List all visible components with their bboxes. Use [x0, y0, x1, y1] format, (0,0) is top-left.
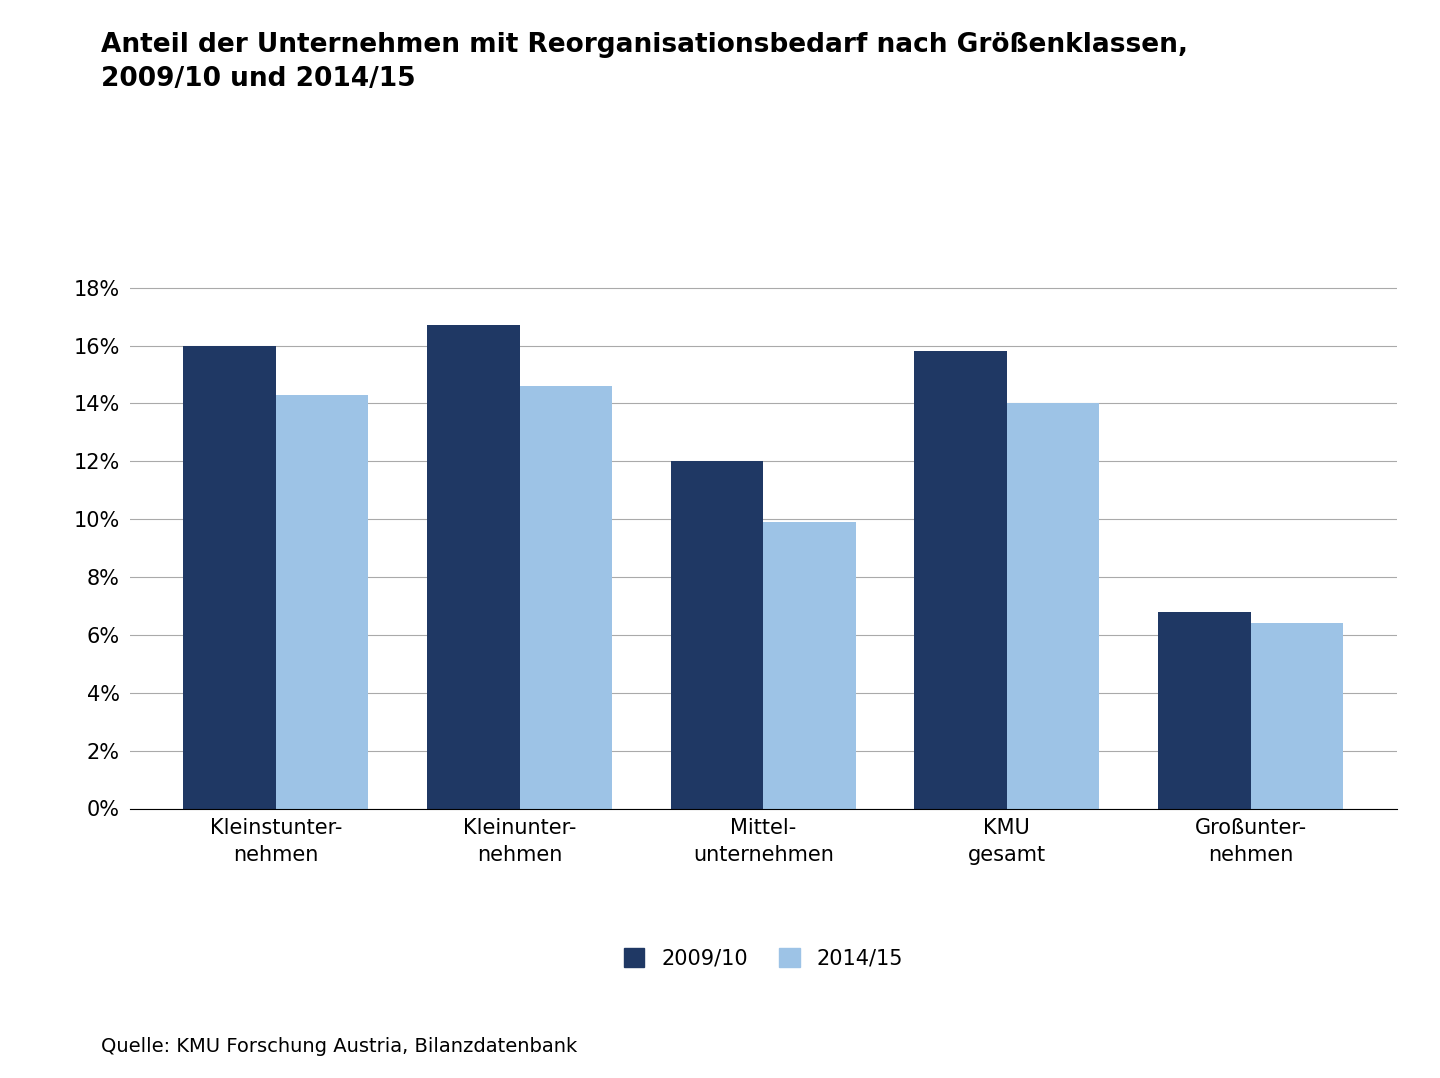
Bar	[426, 326, 520, 808]
Bar	[276, 395, 369, 808]
Bar	[520, 386, 612, 808]
Legend: 2009/10, 2014/15: 2009/10, 2014/15	[615, 940, 912, 977]
Text: Anteil der Unternehmen mit Reorganisationsbedarf nach Größenklassen,
2009/10 und: Anteil der Unternehmen mit Reorganisatio…	[101, 32, 1188, 93]
Bar	[183, 346, 276, 808]
Bar	[1250, 623, 1344, 808]
Bar	[1007, 403, 1100, 808]
Bar	[763, 522, 855, 808]
Bar	[671, 461, 763, 808]
Text: Quelle: KMU Forschung Austria, Bilanzdatenbank: Quelle: KMU Forschung Austria, Bilanzdat…	[101, 1037, 577, 1056]
Bar	[1158, 611, 1250, 808]
Bar	[914, 351, 1007, 808]
